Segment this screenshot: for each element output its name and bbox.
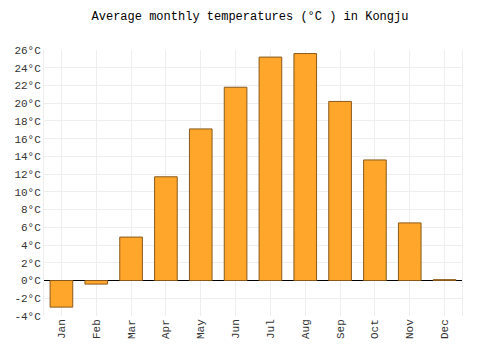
svg-text:May: May: [195, 319, 207, 339]
svg-text:0°C: 0°C: [21, 275, 41, 287]
svg-text:Mar: Mar: [126, 319, 138, 339]
svg-text:Nov: Nov: [404, 319, 416, 339]
svg-text:16°C: 16°C: [14, 134, 41, 146]
svg-text:14°C: 14°C: [14, 151, 41, 163]
svg-text:-2°C: -2°C: [14, 293, 41, 305]
svg-text:Jan: Jan: [56, 319, 68, 339]
svg-text:Aug: Aug: [300, 319, 312, 339]
svg-text:20°C: 20°C: [14, 98, 41, 110]
svg-text:2°C: 2°C: [21, 258, 41, 270]
svg-text:24°C: 24°C: [14, 63, 41, 75]
svg-text:Average monthly temperatures (: Average monthly temperatures (°C ) in Ko…: [92, 10, 409, 24]
svg-text:Jul: Jul: [265, 319, 277, 339]
svg-text:12°C: 12°C: [14, 169, 41, 181]
svg-text:Dec: Dec: [439, 319, 451, 339]
svg-text:4°C: 4°C: [21, 240, 41, 252]
svg-text:Feb: Feb: [91, 319, 103, 339]
svg-text:26°C: 26°C: [14, 45, 41, 57]
svg-text:Jun: Jun: [230, 319, 242, 339]
svg-text:8°C: 8°C: [21, 204, 41, 216]
svg-text:Oct: Oct: [369, 319, 381, 339]
svg-text:-4°C: -4°C: [14, 311, 41, 323]
svg-text:Sep: Sep: [335, 319, 347, 339]
svg-text:6°C: 6°C: [21, 222, 41, 234]
svg-text:18°C: 18°C: [14, 116, 41, 128]
svg-text:22°C: 22°C: [14, 80, 41, 92]
svg-text:10°C: 10°C: [14, 187, 41, 199]
svg-text:Apr: Apr: [160, 319, 172, 339]
